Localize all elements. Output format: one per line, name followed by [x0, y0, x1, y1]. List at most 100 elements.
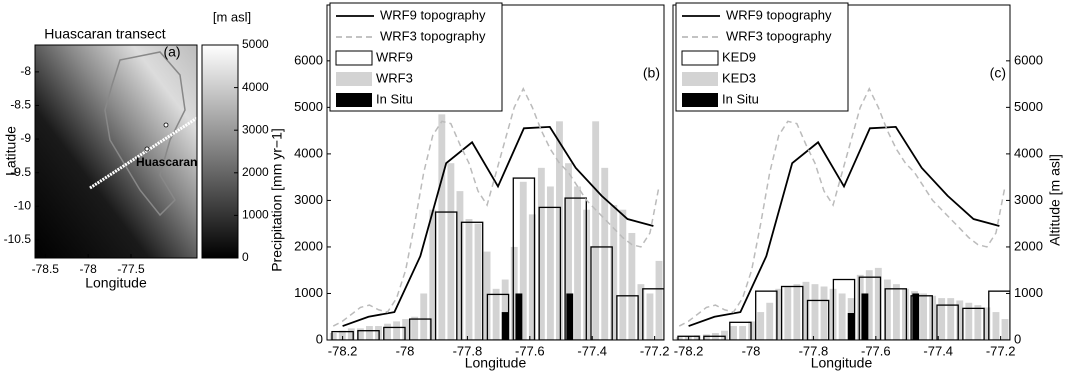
y2-axis-label: Altitude [m asl] [1047, 154, 1063, 246]
y-tick-label: 5000 [294, 99, 323, 114]
legend-swatch [682, 72, 718, 86]
bar [729, 321, 752, 340]
bar [1001, 319, 1009, 340]
bar [411, 316, 419, 340]
colorbar-tick-label: 1000 [242, 208, 269, 222]
legend-label: WRF3 [376, 70, 413, 85]
bar [642, 288, 664, 340]
bar [874, 267, 882, 340]
x-tick-label: -77.8 [799, 343, 829, 358]
topography-line [678, 87, 1006, 327]
colorbar-tick-label: 4000 [242, 80, 269, 94]
bar [574, 186, 581, 340]
bar [501, 312, 509, 340]
x-axis-label: Longitude [465, 355, 527, 371]
bar [616, 295, 639, 340]
bar [628, 232, 636, 340]
y2-tick-label: 4000 [1014, 145, 1043, 160]
panel-label: (b) [643, 65, 660, 81]
x-tick-label: -77.2 [640, 343, 670, 358]
topography-line [342, 125, 654, 327]
y-tick-label: -9.5 [10, 165, 31, 179]
bar [566, 293, 574, 340]
map-frame [34, 44, 198, 259]
bar [357, 330, 380, 340]
topography-line [688, 125, 1000, 327]
bar [920, 293, 927, 340]
bar [546, 186, 554, 340]
bar [655, 260, 663, 340]
x-axis-label: Longitude [85, 275, 147, 291]
x-axis-label: Longitude [811, 355, 873, 371]
bar [512, 177, 536, 340]
x-tick-label: -78 [396, 343, 415, 358]
bar [793, 284, 801, 340]
bar [429, 209, 437, 340]
y2-tick-label: 2000 [1014, 238, 1043, 253]
bar [338, 330, 346, 340]
site [144, 146, 150, 152]
legend-label: In Situ [722, 91, 759, 106]
x-tick-label: -78.5 [32, 262, 60, 276]
x-tick-label: -77.6 [861, 343, 891, 358]
x-tick-label: -77.8 [453, 343, 483, 358]
panel-label: (a) [163, 44, 180, 60]
colorbar-tick-label: 0 [242, 250, 249, 264]
bar [858, 276, 882, 340]
legend-label: WRF3 topography [726, 28, 832, 43]
bar [811, 284, 819, 340]
bar [861, 293, 869, 340]
legend-label: KED9 [722, 49, 756, 64]
x-tick-label: -78 [742, 343, 761, 358]
bar [565, 163, 572, 340]
bar [702, 334, 710, 340]
bar [610, 205, 618, 340]
bar [938, 298, 946, 340]
bar [537, 167, 545, 340]
bar [766, 302, 774, 340]
bar [366, 326, 373, 340]
x-tick-label: -77.6 [515, 343, 545, 358]
y2-tick-label: 0 [1014, 331, 1021, 346]
bar [775, 288, 783, 340]
x-tick-label: -77.2 [986, 343, 1016, 358]
bar [902, 288, 909, 340]
y2-tick-label: 3000 [1014, 192, 1043, 207]
bar [992, 312, 1000, 340]
bar [721, 330, 728, 340]
bar [409, 318, 432, 340]
legend-swatch [335, 50, 373, 66]
bar [465, 219, 473, 340]
bar [983, 307, 991, 340]
bar [730, 326, 737, 340]
bar [538, 206, 562, 340]
bar [619, 209, 627, 340]
bar [910, 295, 933, 340]
x-tick-label: -78.2 [328, 343, 358, 358]
colorbar-label: [m asl] [213, 9, 251, 24]
y2-tick-label: 1000 [1014, 285, 1043, 300]
x-tick-label: -77.4 [923, 343, 953, 358]
bar [456, 191, 464, 340]
bar [356, 328, 364, 340]
panel-label: (c) [990, 65, 1006, 81]
bar [802, 281, 810, 340]
site [163, 122, 169, 128]
x-tick-label: -78 [79, 262, 97, 276]
x-tick-label: -77.5 [117, 262, 145, 276]
bar [592, 121, 600, 340]
bar [434, 211, 458, 340]
y-axis-label: Latitude [3, 126, 19, 176]
bar [637, 284, 645, 340]
bar [384, 323, 391, 340]
bar [757, 312, 765, 340]
transect [89, 116, 198, 190]
topography-line [332, 87, 660, 327]
bar [646, 293, 654, 340]
bar [974, 305, 982, 340]
bar [838, 293, 846, 340]
bar [519, 181, 527, 340]
legend-swatch [681, 50, 719, 66]
bar [556, 121, 563, 340]
y-tick-label: 4000 [294, 145, 323, 160]
